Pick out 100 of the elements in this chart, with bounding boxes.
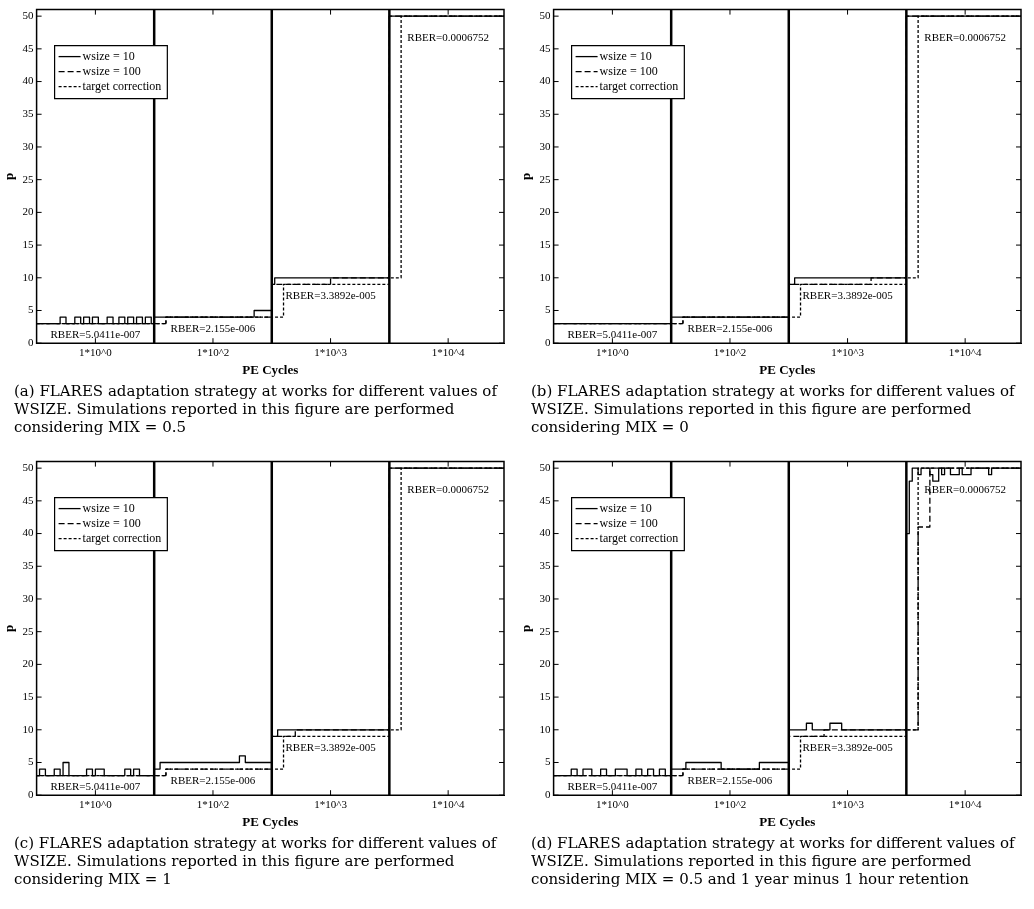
legend-label: wsize = 10 bbox=[82, 48, 135, 63]
legend-label: wsize = 100 bbox=[599, 515, 658, 530]
y-tick-label: 35 bbox=[22, 559, 35, 572]
annotation: RBER=2.155e-006 bbox=[170, 773, 256, 786]
y-tick-label: 45 bbox=[539, 41, 552, 54]
x-tick-label: 1*10^2 bbox=[713, 345, 747, 358]
annotation: RBER=3.3892e-005 bbox=[285, 289, 377, 302]
x-tick-label: 1*10^0 bbox=[596, 345, 630, 358]
annotation: RBER=0.0006752 bbox=[407, 483, 489, 496]
y-tick-label: 0 bbox=[28, 788, 35, 801]
y-tick-label: 50 bbox=[22, 461, 35, 474]
x-axis-title: PE Cycles bbox=[759, 813, 816, 829]
y-tick-label: 40 bbox=[22, 74, 35, 87]
annotation: RBER=5.0411e-007 bbox=[50, 328, 141, 341]
y-tick-label: 20 bbox=[539, 657, 552, 670]
y-tick-label: 15 bbox=[539, 237, 552, 250]
x-axis-title: PE Cycles bbox=[759, 361, 816, 377]
y-tick-label: 30 bbox=[22, 591, 35, 604]
y-tick-label: 10 bbox=[539, 270, 552, 283]
x-tick-label: 1*10^3 bbox=[831, 345, 865, 358]
text: (d) FLARES adaptation strategy at works for different values of WSIZE. Simulations reported in this figure are performed considering MIX = 0.5 and 1 year minus 1 hour retention bbox=[530, 833, 1017, 888]
y-tick-label: 5 bbox=[545, 755, 552, 768]
x-axis-title: PE Cycles bbox=[242, 361, 299, 377]
y-tick-label: 5 bbox=[28, 303, 35, 316]
x-tick-label: 1*10^4 bbox=[948, 345, 982, 358]
y-axis-title: p bbox=[1, 172, 17, 181]
y-tick-label: 35 bbox=[539, 107, 552, 120]
annotation: RBER=5.0411e-007 bbox=[567, 328, 658, 341]
y-tick-label: 10 bbox=[22, 722, 35, 735]
y-tick-label: 45 bbox=[539, 493, 552, 506]
y-tick-label: 15 bbox=[539, 689, 552, 702]
y-tick-label: 35 bbox=[539, 559, 552, 572]
y-tick-label: 25 bbox=[22, 172, 35, 185]
x-tick-label: 1*10^2 bbox=[196, 345, 230, 358]
y-tick-label: 5 bbox=[545, 303, 552, 316]
y-tick-label: 10 bbox=[539, 722, 552, 735]
y-tick-label: 45 bbox=[22, 493, 35, 506]
text: (b) FLARES adaptation strategy at works for different values of WSIZE. Simulations reported in this figure are performed considering MIX = 0 bbox=[530, 381, 1017, 436]
annotation: RBER=2.155e-006 bbox=[687, 773, 773, 786]
annotation: RBER=2.155e-006 bbox=[170, 321, 256, 334]
x-tick-label: 1*10^0 bbox=[596, 797, 630, 810]
y-tick-label: 0 bbox=[545, 788, 552, 801]
x-axis-title: PE Cycles bbox=[242, 813, 299, 829]
legend-label: wsize = 100 bbox=[599, 63, 658, 78]
annotation: RBER=3.3892e-005 bbox=[285, 741, 377, 754]
text: (c) FLARES adaptation strategy at works for different values of WSIZE. Simulations reported in this figure are performed considering MIX = 1 bbox=[13, 833, 499, 888]
annotation: RBER=0.0006752 bbox=[924, 483, 1006, 496]
y-tick-label: 50 bbox=[539, 9, 552, 22]
annotation: RBER=5.0411e-007 bbox=[50, 780, 141, 793]
x-tick-label: 1*10^2 bbox=[196, 797, 230, 810]
legend-label: wsize = 100 bbox=[82, 515, 141, 530]
y-tick-label: 30 bbox=[539, 139, 552, 152]
annotation: RBER=0.0006752 bbox=[407, 31, 489, 44]
x-tick-label: 1*10^2 bbox=[713, 797, 747, 810]
legend-label: wsize = 10 bbox=[599, 500, 652, 515]
y-tick-label: 25 bbox=[539, 172, 552, 185]
y-tick-label: 30 bbox=[22, 139, 35, 152]
x-tick-label: 1*10^0 bbox=[79, 797, 113, 810]
x-tick-label: 1*10^0 bbox=[79, 345, 113, 358]
legend-label: target correction bbox=[82, 530, 162, 545]
legend-label: target correction bbox=[599, 530, 679, 545]
x-tick-label: 1*10^4 bbox=[431, 797, 465, 810]
x-tick-label: 1*10^3 bbox=[314, 797, 348, 810]
y-axis-title: p bbox=[1, 624, 17, 633]
y-tick-label: 20 bbox=[22, 205, 35, 218]
annotation: RBER=2.155e-006 bbox=[687, 321, 773, 334]
x-tick-label: 1*10^3 bbox=[831, 797, 865, 810]
x-tick-label: 1*10^4 bbox=[431, 345, 465, 358]
y-axis-title: p bbox=[518, 172, 534, 181]
y-axis-title: p bbox=[518, 624, 534, 633]
annotation: RBER=0.0006752 bbox=[924, 31, 1006, 44]
legend-label: wsize = 10 bbox=[82, 500, 135, 515]
y-tick-label: 0 bbox=[545, 336, 552, 349]
y-tick-label: 15 bbox=[22, 689, 35, 702]
y-tick-label: 20 bbox=[22, 657, 35, 670]
y-tick-label: 25 bbox=[539, 624, 552, 637]
y-tick-label: 45 bbox=[22, 41, 35, 54]
legend-label: target correction bbox=[599, 78, 679, 93]
annotation: RBER=3.3892e-005 bbox=[802, 289, 894, 302]
y-tick-label: 15 bbox=[22, 237, 35, 250]
y-tick-label: 40 bbox=[539, 526, 552, 539]
legend-label: wsize = 100 bbox=[82, 63, 141, 78]
legend-label: target correction bbox=[82, 78, 162, 93]
y-tick-label: 20 bbox=[539, 205, 552, 218]
y-tick-label: 10 bbox=[22, 270, 35, 283]
y-tick-label: 35 bbox=[22, 107, 35, 120]
y-tick-label: 40 bbox=[539, 74, 552, 87]
y-tick-label: 25 bbox=[22, 624, 35, 637]
annotation: RBER=3.3892e-005 bbox=[802, 741, 894, 754]
legend-label: wsize = 10 bbox=[599, 48, 652, 63]
x-tick-label: 1*10^3 bbox=[314, 345, 348, 358]
x-tick-label: 1*10^4 bbox=[948, 797, 982, 810]
y-tick-label: 30 bbox=[539, 591, 552, 604]
y-tick-label: 40 bbox=[22, 526, 35, 539]
y-tick-label: 5 bbox=[28, 755, 35, 768]
annotation: RBER=5.0411e-007 bbox=[567, 780, 658, 793]
text: (a) FLARES adaptation strategy at works for different values of WSIZE. Simulations reported in this figure are performed considering MIX = 0.5 bbox=[13, 381, 499, 436]
y-tick-label: 50 bbox=[22, 9, 35, 22]
y-tick-label: 50 bbox=[539, 461, 552, 474]
y-tick-label: 0 bbox=[28, 336, 35, 349]
